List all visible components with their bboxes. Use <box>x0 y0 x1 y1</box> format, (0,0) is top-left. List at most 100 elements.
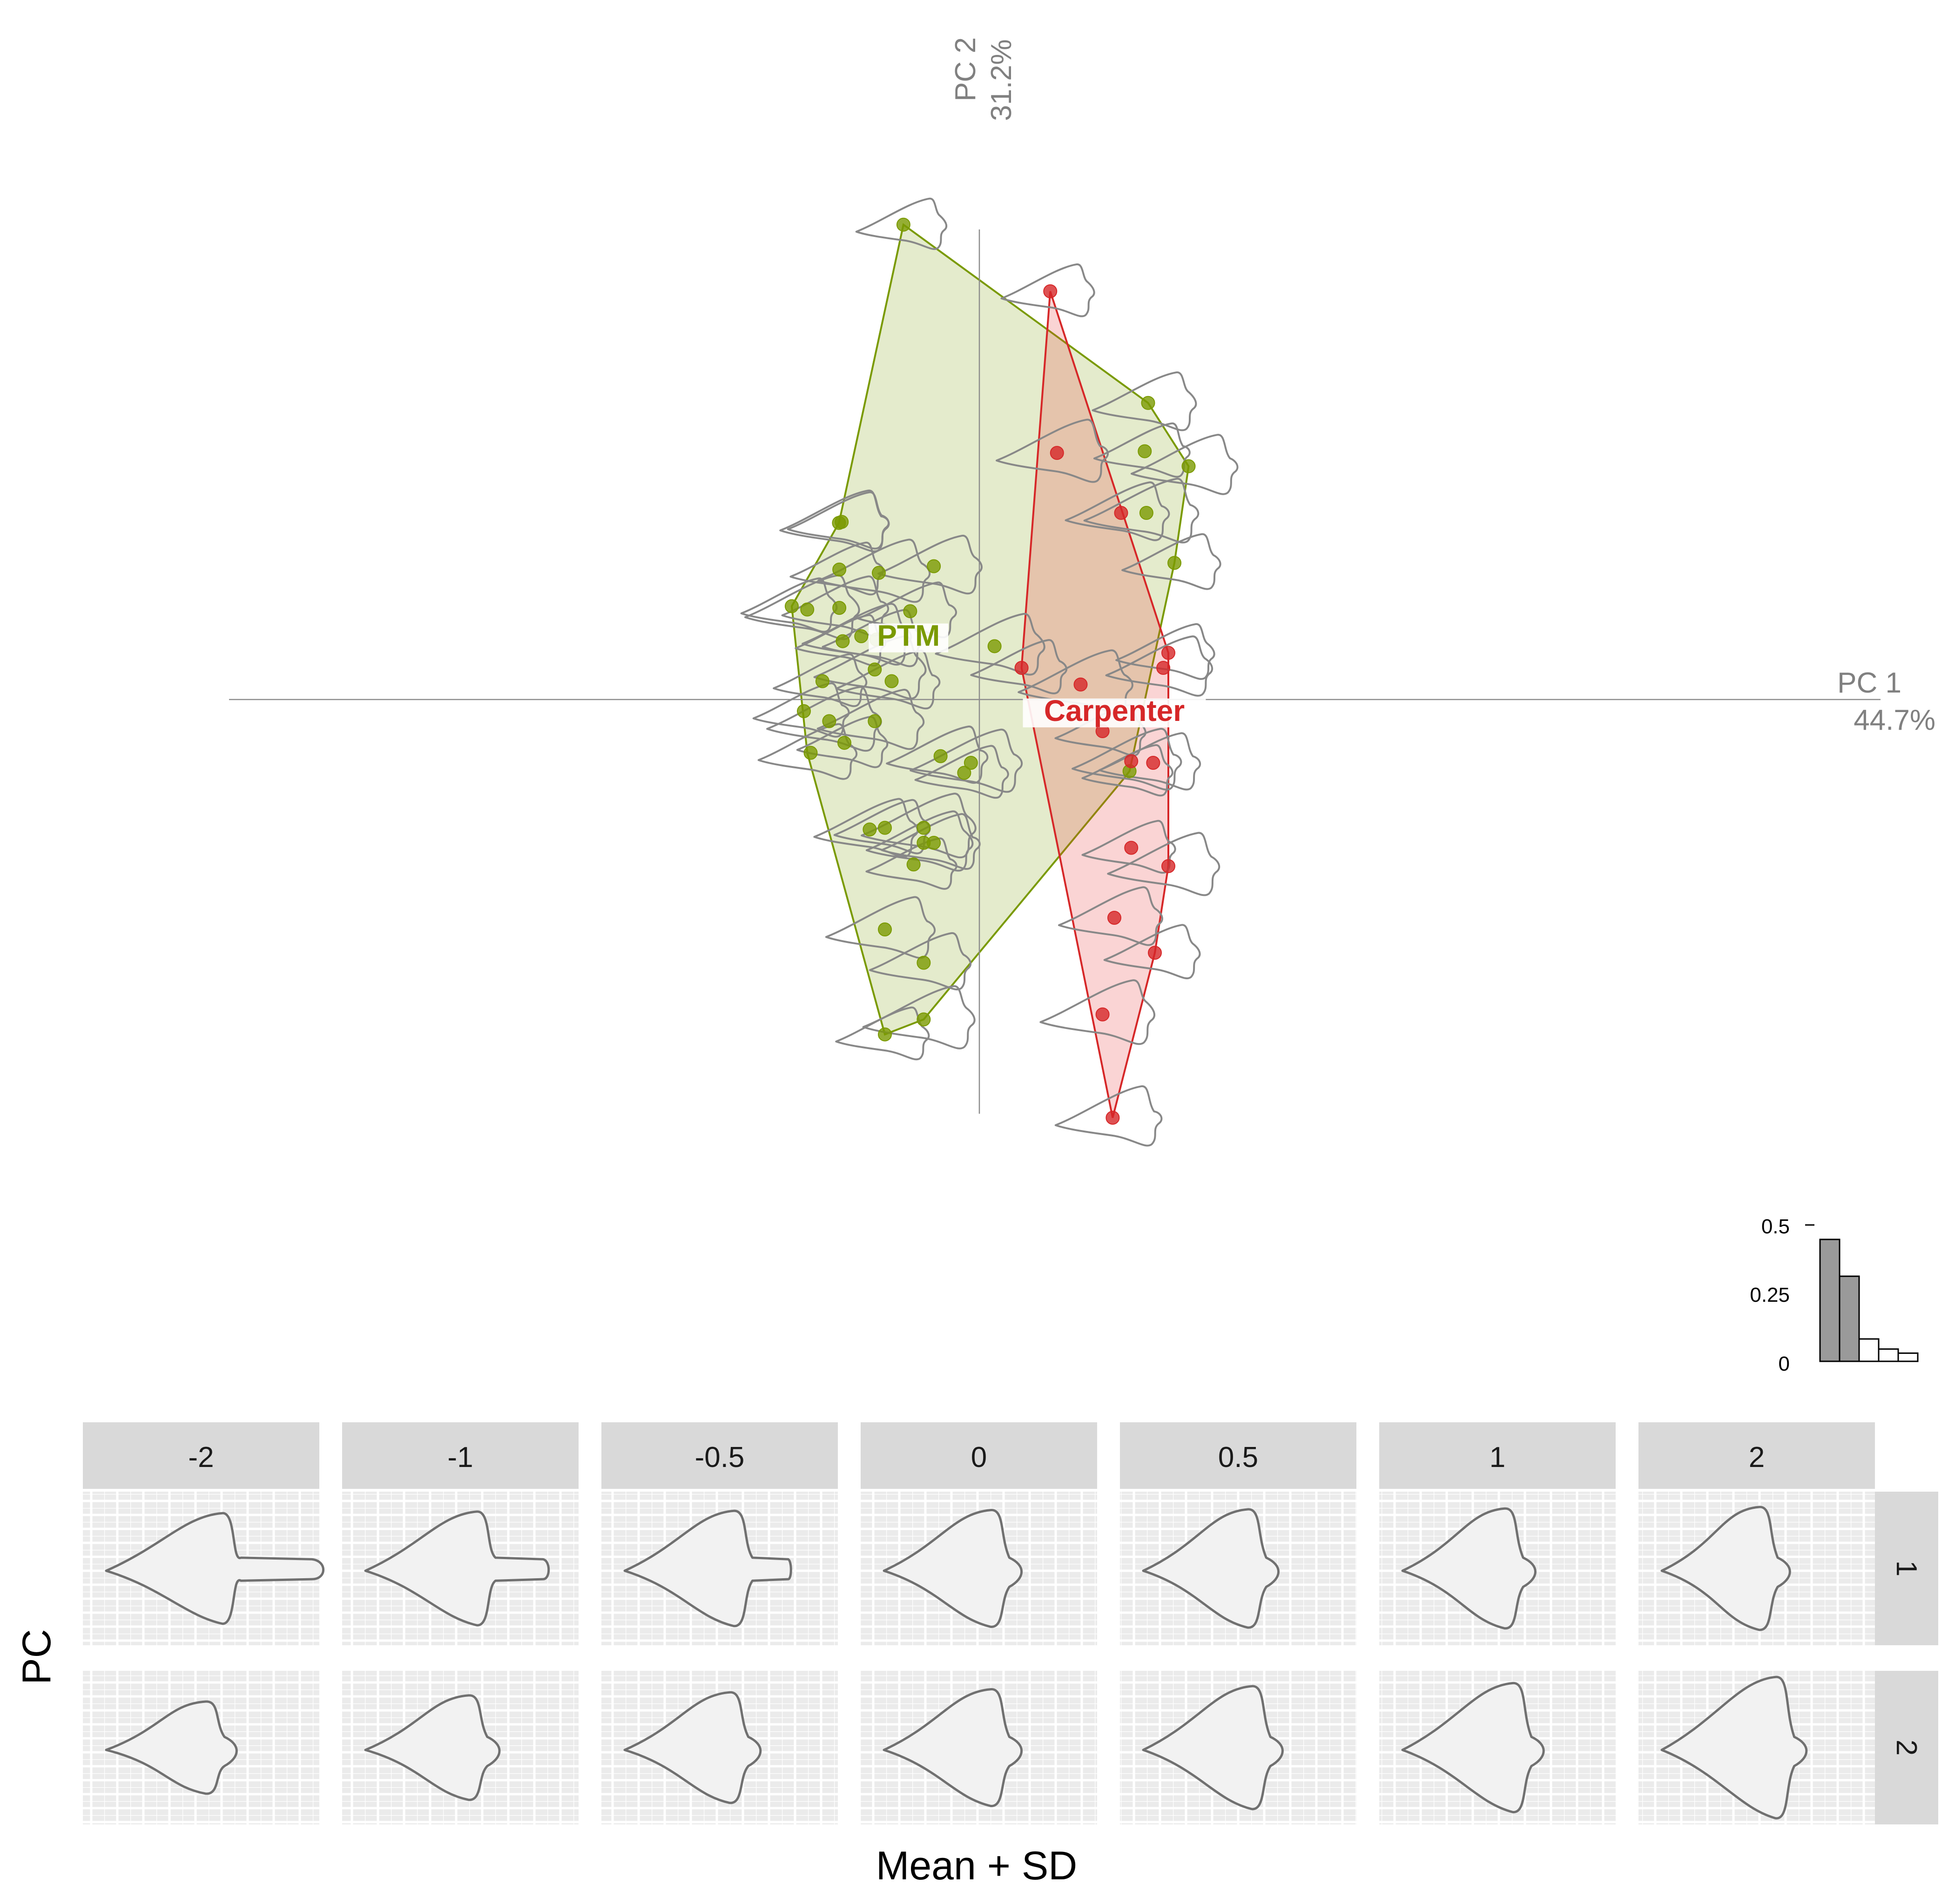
mean-shape-outline <box>1660 1506 1791 1631</box>
mean-shape-outline <box>1142 1508 1280 1629</box>
point-ptm <box>868 714 882 728</box>
point-carpenter <box>1146 756 1160 770</box>
scree-tick-label-0: 0 <box>1779 1352 1790 1375</box>
specimen-outline <box>744 574 860 640</box>
point-carpenter <box>1161 646 1175 660</box>
group-label-box <box>869 623 949 653</box>
specimen-outline <box>1039 979 1155 1045</box>
point-carpenter <box>1156 660 1171 675</box>
point-ptm <box>906 857 921 872</box>
point-ptm <box>917 1012 931 1027</box>
mean-shape-outline <box>883 1509 1023 1628</box>
facet-strip <box>1379 1422 1616 1489</box>
point-ptm <box>837 736 851 750</box>
point-ptm <box>927 559 941 573</box>
specimen-outline <box>910 728 1023 793</box>
point-ptm <box>964 756 978 770</box>
specimen-outline <box>1054 1085 1163 1147</box>
point-ptm <box>896 217 910 232</box>
specimen-outline <box>914 745 1009 799</box>
mean-shape-outline <box>364 1694 501 1801</box>
specimen-outline <box>1105 635 1213 697</box>
point-carpenter <box>1148 946 1162 960</box>
scree-bar <box>1878 1348 1899 1362</box>
point-ptm <box>987 639 1002 653</box>
shape-facet-grid: -2 -1 -0.5 0 0.5 1 2 1 2 <box>83 1422 1938 1824</box>
specimen-outline <box>1107 832 1220 896</box>
specimen-outline <box>1130 434 1239 495</box>
y-axis-name: PC 2 <box>950 37 982 101</box>
specimen-outline <box>865 810 974 872</box>
point-ptm <box>836 634 850 648</box>
specimen-outline <box>970 639 1068 694</box>
point-carpenter <box>1114 506 1128 520</box>
specimen-outline <box>855 197 948 250</box>
point-ptm <box>1181 459 1196 473</box>
facet-strip-label: 2 <box>1749 1441 1765 1473</box>
specimen-outline <box>757 723 858 780</box>
facet-strip <box>861 1422 1097 1489</box>
specimen-outline <box>1098 732 1201 791</box>
facet-row-strip <box>1872 1671 1938 1824</box>
specimen-outline <box>886 726 989 784</box>
mean-shape-outline <box>623 1691 762 1804</box>
specimen-outline <box>1083 478 1200 544</box>
point-ptm <box>868 662 882 677</box>
mean-shape-outline <box>623 1509 792 1628</box>
specimen-outline <box>813 798 919 858</box>
y-axis-label: PC 2 31.2% <box>950 37 1018 121</box>
facet-strip <box>83 1422 319 1489</box>
facet-strip-label: -2 <box>188 1441 214 1473</box>
point-ptm <box>803 746 818 760</box>
point-ptm <box>1167 556 1182 570</box>
specimen-outline <box>835 650 941 710</box>
specimen-outline <box>1121 533 1221 590</box>
facet-strip-label: -1 <box>447 1441 473 1473</box>
specimen-outline <box>996 418 1109 483</box>
point-ptm <box>917 955 931 970</box>
point-carpenter <box>1124 841 1139 855</box>
facet-strip-label: 1 <box>1490 1441 1505 1473</box>
facet-strip <box>1120 1422 1356 1489</box>
mean-shape-outline <box>1660 1675 1808 1820</box>
scree-bar <box>1897 1352 1919 1362</box>
specimen-outline <box>787 491 890 550</box>
point-carpenter <box>1043 284 1058 298</box>
facet-row-strip <box>1872 1492 1938 1645</box>
point-ptm <box>832 562 847 577</box>
x-axis-percent: 44.7% <box>1854 704 1935 736</box>
point-ptm <box>822 714 836 728</box>
specimen-outline <box>1058 886 1163 946</box>
point-carpenter <box>1014 660 1029 675</box>
point-ptm <box>1139 506 1153 520</box>
mean-shape-outline <box>1401 1507 1537 1630</box>
mean-shape-outline <box>1401 1682 1545 1814</box>
point-carpenter <box>1073 677 1088 692</box>
point-carpenter <box>1106 1110 1120 1125</box>
mean-shape-outline <box>105 1700 238 1795</box>
facet-row-strip-label: 1 <box>1890 1561 1922 1576</box>
specimen-outline <box>1072 728 1182 791</box>
point-ptm <box>1141 396 1155 410</box>
pca-scatter-plot: PTM Carpenter PC 1 44.7% PC 2 31.2% <box>229 37 1935 1147</box>
scree-bar <box>1819 1238 1840 1362</box>
specimen-outline <box>816 689 925 750</box>
scree-barplot: 0.5 0.25 0 <box>1750 1215 1919 1375</box>
specimen-outline <box>1103 924 1201 980</box>
hull-ptm <box>790 223 1190 1036</box>
point-carpenter <box>1161 859 1175 873</box>
point-ptm <box>933 749 948 763</box>
mean-shape-outline <box>105 1512 324 1625</box>
facet-strip-label: 0 <box>971 1441 987 1473</box>
specimen-outline <box>881 813 981 870</box>
facet-strip <box>1638 1422 1875 1489</box>
scree-tick-label-05: 0.5 <box>1761 1215 1790 1238</box>
specimen-outline <box>752 682 850 738</box>
specimen-outline <box>869 932 972 991</box>
point-carpenter <box>1124 754 1139 768</box>
specimen-outline <box>825 896 936 959</box>
mean-shape-outline <box>364 1510 550 1627</box>
group-label-ptm: PTM <box>877 619 940 653</box>
scree-bar <box>1858 1338 1880 1362</box>
